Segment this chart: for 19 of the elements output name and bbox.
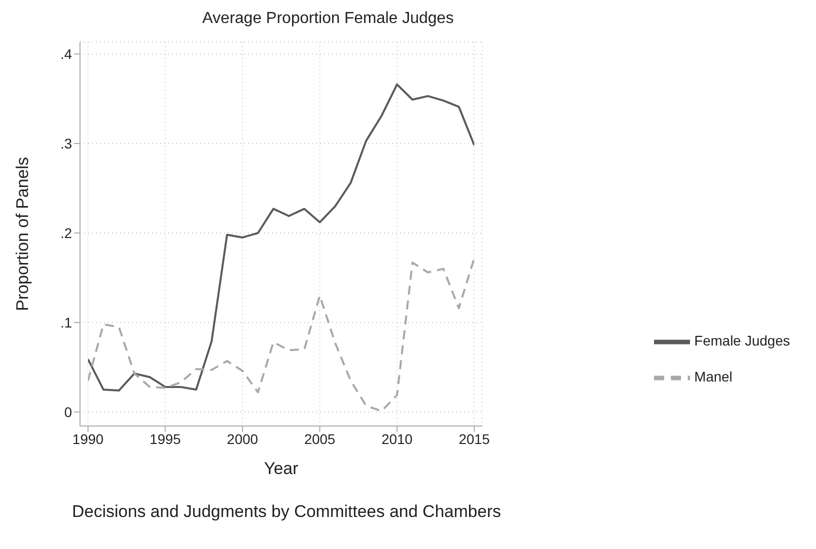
y-tick-label: .4: [60, 46, 72, 62]
line-series: [88, 83, 474, 392]
y-axis-title: Proportion of Panels: [13, 156, 32, 312]
y-tick-label: .3: [60, 135, 72, 152]
y-tick-label: 0: [64, 404, 72, 420]
y-tick-label: .2: [60, 224, 72, 241]
x-axis-title: Year: [264, 459, 299, 478]
legend-label: Female Judges: [694, 332, 790, 349]
x-tick-label: 2015: [458, 430, 490, 447]
y-tick-label: .1: [60, 314, 72, 330]
x-tick-label: 2010: [381, 430, 413, 447]
chart-title: Average Proportion Female Judges: [201, 9, 455, 29]
legend-label: Manel: [694, 368, 732, 385]
x-tick-label: 2005: [304, 430, 336, 447]
x-tick-label: 1990: [72, 430, 104, 447]
text: Decisions and Judgments by Committees and Chambers: [72, 502, 502, 522]
line-series: [88, 257, 474, 412]
x-tick-label: 2000: [226, 430, 258, 447]
x-tick-label: 1995: [150, 430, 182, 447]
